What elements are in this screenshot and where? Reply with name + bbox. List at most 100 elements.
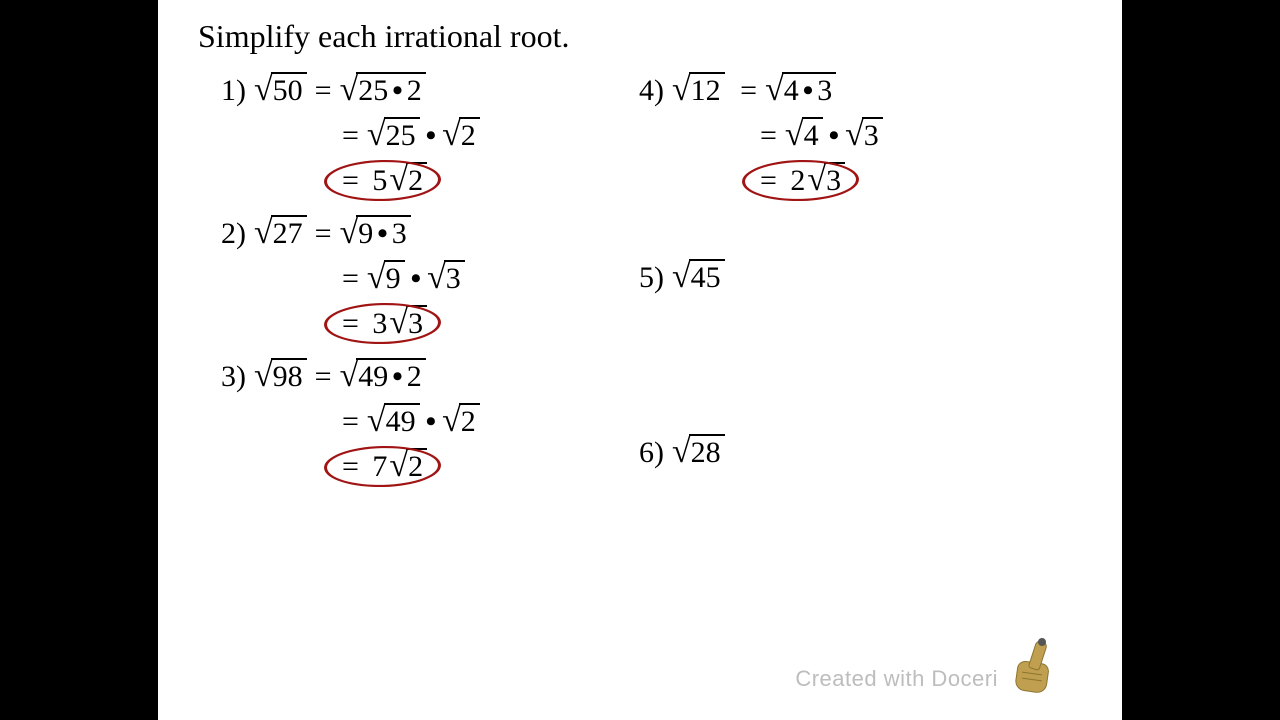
radicand: 9•3 [356, 215, 411, 252]
equals: = [342, 113, 359, 158]
radicand: 4 [802, 117, 823, 154]
answer-circle: = 2√3 [754, 158, 847, 203]
equals: = [342, 399, 359, 444]
sqrt-expr: √2 [389, 448, 427, 485]
radicand: 12 [689, 72, 725, 109]
problem-3: 3) √98 = √49•2 = √49 • √2 = 7√2 [210, 354, 640, 489]
radicand: 4•3 [782, 72, 837, 109]
radicand: 2 [459, 117, 480, 154]
sqrt-expr: √49•2 [340, 358, 426, 395]
answer-circle: = 3√3 [336, 301, 429, 346]
sqrt-expr: √4•3 [765, 72, 836, 109]
content-page: Simplify each irrational root. 1) √50 = … [158, 0, 1122, 720]
radical-sign: √ [389, 451, 408, 482]
problem-5: 5) √45 [628, 255, 1058, 300]
problem-number: 6) [628, 430, 664, 475]
equals: = [760, 113, 777, 158]
page-title: Simplify each irrational root. [198, 18, 569, 55]
sqrt-expr: √12 [672, 72, 725, 109]
equals: = [315, 68, 332, 113]
radicand: 25•2 [356, 72, 426, 109]
equals: = [760, 164, 777, 197]
radicand: 2 [459, 403, 480, 440]
watermark-text: Created with Doceri [795, 666, 998, 692]
sqrt-expr: √3 [427, 260, 465, 297]
problem-row: = √49 • √2 [336, 399, 640, 444]
equals: = [342, 450, 359, 483]
radicand: 49 [384, 403, 420, 440]
problem-row: = √4 • √3 [754, 113, 1058, 158]
equals: = [740, 68, 757, 113]
dot: • [377, 217, 388, 250]
problem-number: 2) [210, 211, 246, 256]
dot: • [392, 360, 403, 393]
answer-coeff: 2 [790, 164, 805, 197]
sqrt-expr: √25•2 [340, 72, 426, 109]
problem-4: 4) √12 = √4•3 = √4 • √3 = 2√3 [628, 68, 1058, 203]
radicand: 9 [384, 260, 405, 297]
problem-row: 4) √12 = √4•3 [628, 68, 1058, 113]
dot: • [392, 74, 403, 107]
radical-sign: √ [807, 165, 826, 196]
problem-row: 3) √98 = √49•2 [210, 354, 640, 399]
equals: = [342, 256, 359, 301]
radical-sign: √ [389, 165, 408, 196]
equals: = [315, 211, 332, 256]
watermark: Created with Doceri [795, 640, 1052, 692]
sqrt-expr: √2 [442, 403, 480, 440]
sqrt-expr: √27 [254, 215, 307, 252]
answer-row: = 5√2 [336, 158, 640, 203]
radicand: 45 [689, 259, 725, 296]
radicand: 50 [271, 72, 307, 109]
sqrt-expr: √2 [389, 162, 427, 199]
answer-coeff: 5 [372, 164, 387, 197]
radicand: 2 [406, 162, 427, 199]
problem-6: 6) √28 [628, 430, 1058, 475]
problem-row: = √25 • √2 [336, 113, 640, 158]
radicand: 3 [406, 305, 427, 342]
sqrt-expr: √45 [672, 259, 725, 296]
sqrt-expr: √25 [367, 117, 420, 154]
sqrt-expr: √9•3 [340, 215, 411, 252]
sqrt-expr: √9 [367, 260, 405, 297]
answer-circle: = 7√2 [336, 444, 429, 489]
answer-row: = 2√3 [754, 158, 1058, 203]
left-column: 1) √50 = √25•2 = √25 • √2 = 5√2 2) [210, 68, 640, 497]
problem-number: 3) [210, 354, 246, 399]
problem-row: 1) √50 = √25•2 [210, 68, 640, 113]
sqrt-expr: √98 [254, 358, 307, 395]
sqrt-expr: √2 [442, 117, 480, 154]
hand-icon [1008, 640, 1052, 692]
sqrt-expr: √3 [845, 117, 883, 154]
equals: = [342, 164, 359, 197]
sqrt-expr: √28 [672, 434, 725, 471]
problem-row: = √9 • √3 [336, 256, 640, 301]
dot: • [426, 399, 437, 444]
dot: • [426, 113, 437, 158]
answer-row: = 3√3 [336, 301, 640, 346]
equals: = [342, 307, 359, 340]
problem-2: 2) √27 = √9•3 = √9 • √3 = 3√3 [210, 211, 640, 346]
radical-sign: √ [389, 308, 408, 339]
radicand: 25 [384, 117, 420, 154]
sqrt-expr: √3 [807, 162, 845, 199]
radicand: 3 [862, 117, 883, 154]
right-column: 4) √12 = √4•3 = √4 • √3 = 2√3 [628, 68, 1058, 483]
problem-number: 5) [628, 255, 664, 300]
sqrt-expr: √4 [785, 117, 823, 154]
problem-number: 4) [628, 68, 664, 113]
radicand: 28 [689, 434, 725, 471]
radicand: 27 [271, 215, 307, 252]
radicand: 3 [824, 162, 845, 199]
answer-coeff: 7 [372, 450, 387, 483]
answer-row: = 7√2 [336, 444, 640, 489]
dot: • [803, 74, 814, 107]
problem-row: 6) √28 [628, 430, 1058, 475]
radicand: 2 [406, 448, 427, 485]
dot: • [829, 113, 840, 158]
problem-number: 1) [210, 68, 246, 113]
sqrt-expr: √50 [254, 72, 307, 109]
answer-circle: = 5√2 [336, 158, 429, 203]
radicand: 3 [444, 260, 465, 297]
problem-row: 5) √45 [628, 255, 1058, 300]
